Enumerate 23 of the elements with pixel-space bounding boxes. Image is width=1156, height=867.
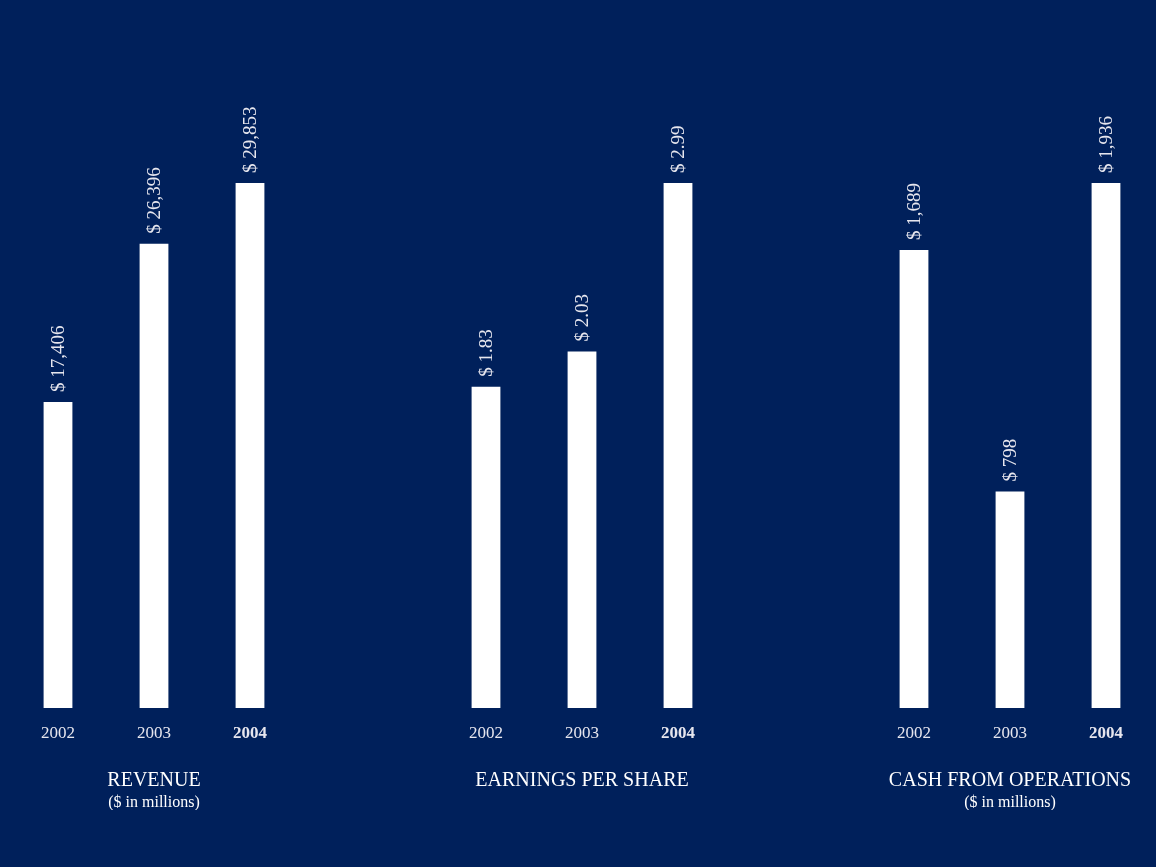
- x-tick-label: 2003: [137, 722, 171, 742]
- data-label: $ 17,406: [47, 325, 68, 392]
- data-label: $ 1,936: [1095, 116, 1116, 173]
- x-tick-label: 2004: [233, 722, 268, 742]
- data-label: $ 2.99: [667, 125, 688, 173]
- text: REVENUE: [107, 768, 201, 790]
- x-tick-label: 2003: [565, 722, 599, 742]
- x-tick-label: 2004: [661, 722, 696, 742]
- text: ($ in millions): [108, 793, 200, 811]
- data-label: $ 798: [999, 438, 1020, 482]
- data-label: $ 29,853: [239, 106, 260, 173]
- x-tick-label: 2002: [469, 722, 503, 742]
- data-label: $ 2.03: [571, 294, 592, 342]
- data-label: $ 26,396: [143, 167, 164, 234]
- x-tick-label: 2002: [41, 722, 75, 742]
- x-tick-label: 2004: [1089, 722, 1124, 742]
- text: EARNINGS PER SHARE: [475, 768, 689, 790]
- x-tick-label: 2002: [897, 722, 931, 742]
- x-tick-label: 2003: [993, 722, 1027, 742]
- text: ($ in millions): [964, 793, 1056, 811]
- data-label: $ 1.83: [475, 329, 496, 377]
- data-label: $ 1,689: [903, 182, 924, 240]
- text: CASH FROM OPERATIONS: [888, 768, 1132, 790]
